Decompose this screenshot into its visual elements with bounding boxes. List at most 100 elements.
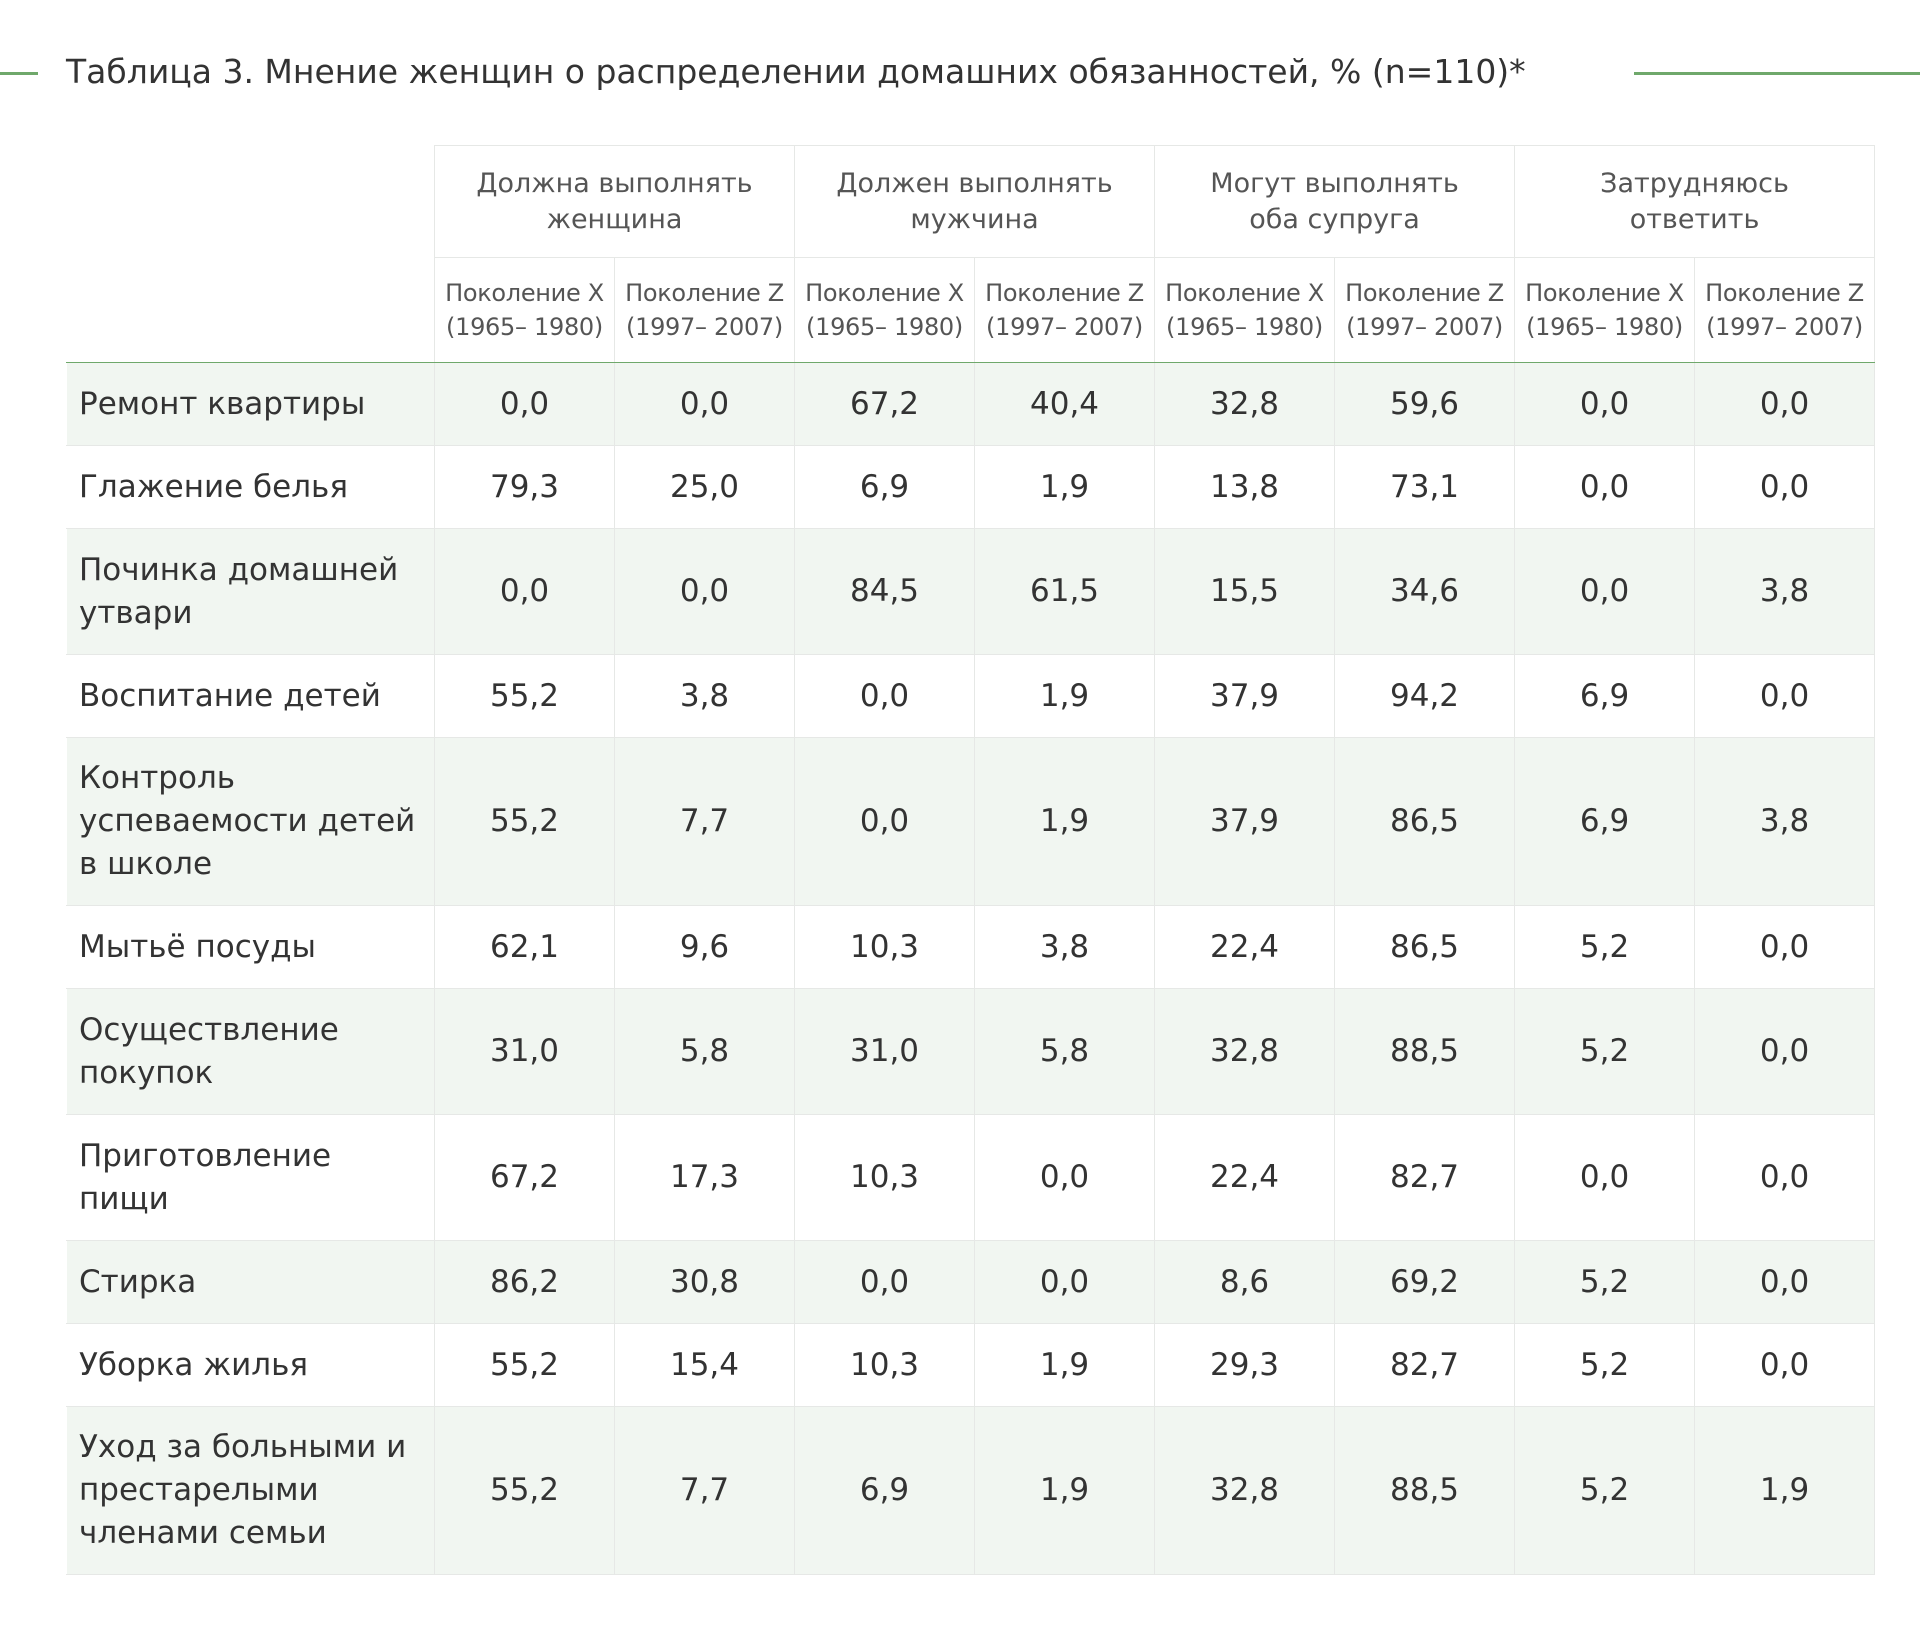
cell-value: 9,6 — [613, 905, 796, 989]
cell-value: 1,9 — [974, 1323, 1156, 1407]
cell-value: 0,0 — [1694, 1240, 1876, 1324]
cell-value: 0,0 — [794, 654, 976, 738]
cell-value: 6,9 — [1514, 737, 1696, 906]
group-header-line: ответить — [1629, 203, 1760, 235]
cell-value: 86,5 — [1334, 905, 1516, 989]
cell-value: 1,9 — [974, 1406, 1156, 1575]
cell-value: 59,6 — [1334, 362, 1516, 446]
title-rule-right — [1634, 72, 1920, 75]
subheader-name: Поколение Z — [985, 279, 1144, 307]
cell-value: 40,4 — [974, 362, 1156, 446]
cell-value: 67,2 — [794, 362, 976, 446]
opinion-table: Должна выполнять женщина Должен выполнят… — [66, 145, 1876, 1575]
row-label: Уход за больными и престарелыми членами … — [66, 1406, 435, 1575]
subheader-gen-x: Поколение X (1965– 1980) — [1154, 257, 1336, 363]
cell-value: 5,8 — [974, 988, 1156, 1115]
cell-value: 0,0 — [1694, 445, 1876, 529]
group-header-both: Могут выполнять оба супруга — [1154, 145, 1516, 258]
subheader-name: Поколение X — [1165, 279, 1324, 307]
cell-value: 13,8 — [1154, 445, 1336, 529]
cell-value: 30,8 — [613, 1240, 796, 1324]
cell-value: 1,9 — [1694, 1406, 1876, 1575]
cell-value: 5,2 — [1514, 988, 1696, 1115]
cell-value: 0,0 — [434, 528, 615, 655]
cell-value: 31,0 — [794, 988, 976, 1115]
cell-value: 0,0 — [1694, 905, 1876, 989]
subheader-gen-z: Поколение Z (1997– 2007) — [1334, 257, 1516, 363]
subheader-years: (1997– 2007) — [626, 313, 783, 341]
subheader-years: (1965– 1980) — [806, 313, 963, 341]
cell-value: 0,0 — [794, 737, 976, 906]
subheader-name: Поколение Z — [1705, 279, 1864, 307]
group-header-line: мужчина — [910, 203, 1039, 235]
subheader-years: (1997– 2007) — [1346, 313, 1503, 341]
cell-value: 55,2 — [434, 1406, 615, 1575]
group-header-man: Должен выполнять мужчина — [794, 145, 1156, 258]
cell-value: 0,0 — [1514, 528, 1696, 655]
row-label: Контроль успеваемости детей в школе — [66, 737, 435, 906]
group-header-undecided: Затрудняюсь ответить — [1514, 145, 1876, 258]
group-header-line: Могут выполнять — [1210, 167, 1459, 199]
cell-value: 0,0 — [1694, 988, 1876, 1115]
table-row: Ремонт квартиры 0,0 0,0 67,2 40,4 32,8 5… — [66, 362, 1876, 446]
cell-value: 79,3 — [434, 445, 615, 529]
cell-value: 82,7 — [1334, 1323, 1516, 1407]
table-row: Уборка жилья 55,2 15,4 10,3 1,9 29,3 82,… — [66, 1323, 1876, 1407]
subheader-gen-z: Поколение Z (1997– 2007) — [1694, 257, 1876, 363]
subheader-name: Поколение Z — [1345, 279, 1504, 307]
table-row: Осуществление покупок 31,0 5,8 31,0 5,8 … — [66, 988, 1876, 1115]
subheader-years: (1965– 1980) — [1166, 313, 1323, 341]
cell-value: 69,2 — [1334, 1240, 1516, 1324]
group-header-line: женщина — [546, 203, 683, 235]
cell-value: 1,9 — [974, 737, 1156, 906]
cell-value: 94,2 — [1334, 654, 1516, 738]
row-label: Стирка — [66, 1240, 435, 1324]
cell-value: 82,7 — [1334, 1114, 1516, 1241]
table-row: Уход за больными и престарелыми членами … — [66, 1406, 1876, 1575]
cell-value: 3,8 — [1694, 737, 1876, 906]
cell-value: 25,0 — [613, 445, 796, 529]
cell-value: 86,5 — [1334, 737, 1516, 906]
cell-value: 5,2 — [1514, 1240, 1696, 1324]
table-row: Мытьё посуды 62,1 9,6 10,3 3,8 22,4 86,5… — [66, 905, 1876, 989]
cell-value: 37,9 — [1154, 737, 1336, 906]
cell-value: 86,2 — [434, 1240, 615, 1324]
cell-value: 0,0 — [1514, 445, 1696, 529]
cell-value: 22,4 — [1154, 905, 1336, 989]
cell-value: 32,8 — [1154, 362, 1336, 446]
cell-value: 88,5 — [1334, 988, 1516, 1115]
subheader-name: Поколение X — [805, 279, 964, 307]
cell-value: 5,8 — [613, 988, 796, 1115]
table-title: Таблица 3. Мнение женщин о распределении… — [66, 52, 1526, 91]
row-label: Приготовление пищи — [66, 1114, 435, 1241]
cell-value: 5,2 — [1514, 1406, 1696, 1575]
cell-value: 88,5 — [1334, 1406, 1516, 1575]
table-row: Глажение белья 79,3 25,0 6,9 1,9 13,8 73… — [66, 445, 1876, 529]
subheader-gen-x: Поколение X (1965– 1980) — [434, 257, 615, 363]
table-row: Воспитание детей 55,2 3,8 0,0 1,9 37,9 9… — [66, 654, 1876, 738]
group-header-line: Должен выполнять — [836, 167, 1113, 199]
cell-value: 61,5 — [974, 528, 1156, 655]
cell-value: 0,0 — [434, 362, 615, 446]
generation-header-row: Поколение X (1965– 1980) Поколение Z (1997… — [67, 257, 1876, 363]
cell-value: 15,4 — [613, 1323, 796, 1407]
subheader-years: (1997– 2007) — [1706, 313, 1863, 341]
cell-value: 22,4 — [1154, 1114, 1336, 1241]
cell-value: 1,9 — [974, 445, 1156, 529]
cell-value: 37,9 — [1154, 654, 1336, 738]
row-label: Глажение белья — [66, 445, 435, 529]
cell-value: 34,6 — [1334, 528, 1516, 655]
subheader-name: Поколение Z — [625, 279, 784, 307]
cell-value: 31,0 — [434, 988, 615, 1115]
cell-value: 0,0 — [794, 1240, 976, 1324]
cell-value: 0,0 — [974, 1114, 1156, 1241]
cell-value: 32,8 — [1154, 988, 1336, 1115]
cell-value: 3,8 — [1694, 528, 1876, 655]
subheader-years: (1965– 1980) — [446, 313, 603, 341]
title-rule-left — [0, 72, 38, 75]
subheader-years: (1997– 2007) — [986, 313, 1143, 341]
subheader-gen-x: Поколение X (1965– 1980) — [1514, 257, 1696, 363]
cell-value: 29,3 — [1154, 1323, 1336, 1407]
row-label: Ремонт квартиры — [66, 362, 435, 446]
cell-value: 67,2 — [434, 1114, 615, 1241]
